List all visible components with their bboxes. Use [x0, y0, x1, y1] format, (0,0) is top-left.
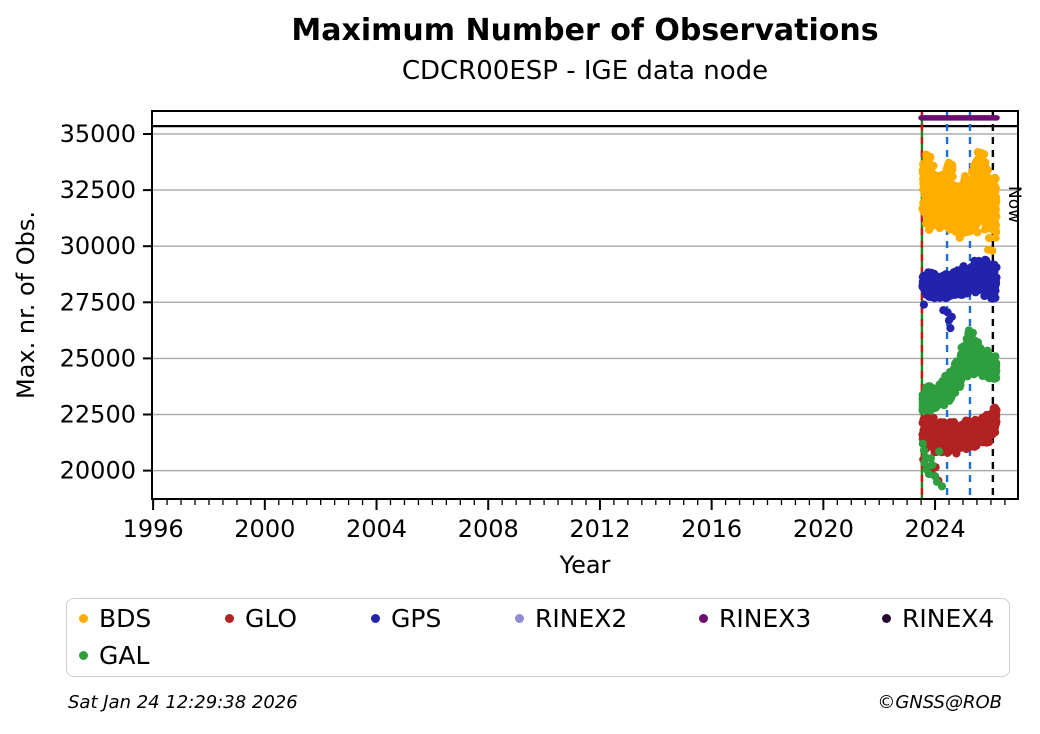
legend-item-bds: BDS	[79, 600, 151, 637]
chart-header: Maximum Number of Observations CDCR00ESP…	[152, 14, 1018, 86]
y-tick-label: 20000	[60, 457, 136, 485]
plot-frame	[151, 110, 1019, 500]
legend-label: RINEX3	[719, 604, 812, 633]
legend: BDS GLO GPS RINEX2 RINEX3 RINEX4 GAL	[66, 598, 1010, 677]
legend-marker-gps	[371, 614, 380, 623]
legend-marker-glo	[225, 614, 234, 623]
series-BDS	[918, 148, 1001, 255]
legend-label: RINEX4	[902, 604, 995, 633]
gridlines	[152, 133, 1018, 472]
x-tick-label: 2020	[793, 515, 854, 543]
y-tick-label: 35000	[60, 120, 136, 148]
series-GAL	[918, 326, 1001, 491]
legend-label: GAL	[99, 641, 150, 670]
legend-item-gps: GPS	[371, 600, 441, 637]
legend-item-rinex4: RINEX4	[882, 600, 994, 637]
series-GLO	[918, 403, 1001, 485]
y-tick-label: 32500	[60, 176, 136, 204]
chart-title: Maximum Number of Observations	[291, 13, 879, 48]
legend-label: BDS	[99, 604, 152, 633]
legend-item-glo: GLO	[225, 600, 297, 637]
now-label: Now	[1004, 186, 1024, 223]
legend-item-rinex3: RINEX3	[699, 600, 811, 637]
credit-text: ©GNSS@ROB	[877, 692, 1002, 713]
legend-marker-rinex4	[882, 614, 891, 623]
y-tick-label: 30000	[60, 232, 136, 260]
y-axis: 20000 22500 25000 27500 30000 32500 35000	[60, 120, 152, 485]
x-tick-label: 2004	[346, 515, 407, 543]
x-axis: 1996 2000 2004 2008 2012 2016 2020 2024	[123, 499, 1006, 543]
y-tick-label: 27500	[60, 288, 136, 316]
x-axis-label: Year	[559, 551, 611, 579]
x-tick-label: 2008	[458, 515, 519, 543]
legend-label: GPS	[391, 604, 442, 633]
legend-marker-rinex2	[515, 614, 524, 623]
legend-marker-gal	[79, 651, 88, 660]
legend-label: GLO	[245, 604, 298, 633]
legend-label: RINEX2	[535, 604, 628, 633]
legend-item-gal: GAL	[79, 637, 149, 674]
y-axis-label: Max. nr. of Obs.	[12, 211, 40, 399]
legend-item-rinex2: RINEX2	[515, 600, 627, 637]
y-tick-label: 22500	[60, 401, 136, 429]
x-tick-label: 2016	[681, 515, 742, 543]
legend-marker-bds	[79, 614, 88, 623]
series-GPS	[918, 255, 1001, 333]
x-tick-label: 2024	[905, 515, 966, 543]
legend-marker-rinex3	[699, 614, 708, 623]
x-tick-label: 2012	[569, 515, 630, 543]
y-tick-label: 25000	[60, 344, 136, 372]
plot-timestamp: Sat Jan 24 12:29:38 2026	[68, 692, 298, 713]
chart-subtitle: CDCR00ESP - IGE data node	[401, 56, 769, 86]
x-tick-label: 2000	[234, 515, 295, 543]
x-tick-label: 1996	[123, 515, 184, 543]
chart-canvas: 1996 2000 2004 2008 2012 2016 2020 2024 20000 225…	[12, 110, 1024, 579]
